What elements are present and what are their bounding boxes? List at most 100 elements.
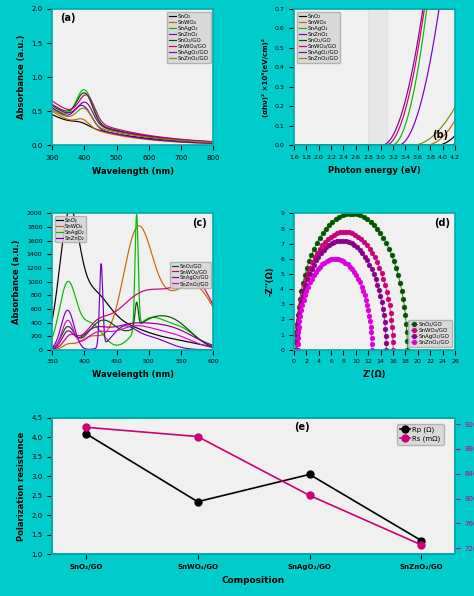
SnWO₄/GO	[388, 309, 393, 316]
SnAgO₂/GO	[388, 135, 393, 142]
SnZnO₂	[122, 322, 128, 330]
Line: SnZnO₂: SnZnO₂	[52, 264, 213, 350]
SnAgO₂/GO	[383, 325, 388, 333]
SnWO₄/GO	[91, 319, 96, 327]
SnAgO₂/GO	[49, 102, 55, 109]
SnAgO₂/GO	[359, 250, 365, 257]
SnZnO₂/GO	[456, 98, 461, 105]
SnWO₄/GO	[390, 346, 396, 353]
SnAgO₂/GO	[383, 346, 389, 353]
SnO₂/GO	[326, 222, 332, 229]
SnWO₄/GO	[340, 228, 346, 235]
SnWO₄	[210, 140, 216, 147]
SnWO₄/GO	[172, 135, 177, 142]
SnAgO₂/GO	[307, 271, 312, 278]
SnAgO₂	[152, 134, 158, 141]
SnO₂/GO	[391, 258, 397, 265]
SnZnO₂/GO	[369, 346, 375, 353]
Line: SnO₂/GO: SnO₂/GO	[52, 93, 213, 142]
SnWO₄/GO	[379, 269, 384, 277]
SnAgO₂/GO	[318, 250, 324, 257]
SnAgO₂/GO	[420, 5, 426, 13]
SnAgO₂/GO	[59, 108, 65, 115]
SnAgO₂	[188, 137, 194, 144]
SnWO₄/GO	[144, 287, 150, 294]
SnO₂/GO	[147, 133, 153, 140]
SnZnO₂/GO	[49, 345, 55, 352]
Line: SnZnO₂/GO: SnZnO₂/GO	[52, 320, 213, 349]
SnZnO₂/GO	[328, 256, 334, 263]
SnZnO₂	[333, 142, 339, 149]
SnZnO₂/GO	[321, 259, 327, 266]
SnO₂/GO	[306, 258, 312, 265]
SnO₂/GO	[323, 225, 328, 232]
SnWO₄/GO	[147, 132, 153, 139]
SnWO₄/GO	[390, 339, 396, 346]
SnZnO₂/GO	[49, 106, 55, 113]
SnAgO₂/GO	[382, 318, 388, 325]
SnWO₄/GO	[303, 275, 309, 283]
SnWO₄/GO	[293, 339, 299, 346]
SnAgO₂/GO	[337, 237, 343, 244]
SnAgO₂	[81, 86, 87, 94]
SnAgO₂/GO	[335, 238, 340, 245]
SnO₂/GO	[81, 89, 87, 97]
Line: SnWO₄/GO: SnWO₄/GO	[294, 229, 395, 352]
SnZnO₂/GO	[152, 135, 158, 142]
SnO₂/GO	[389, 252, 394, 259]
SnZnO₂	[49, 104, 55, 111]
Rp (Ω)	[307, 471, 312, 478]
SnAgO₂/GO	[294, 346, 300, 353]
SnAgO₂/GO	[332, 238, 337, 246]
SnZnO₂	[210, 346, 216, 353]
SnO₂/GO	[401, 295, 406, 302]
SnWO₄	[91, 332, 96, 339]
SnAgO₂/GO	[349, 240, 355, 247]
Rp (Ω)	[195, 498, 201, 505]
Line: SnAgO₂: SnAgO₂	[294, 9, 458, 145]
SnWO₄/GO	[331, 231, 337, 238]
SnAgO₂/GO	[143, 132, 149, 139]
SnO₂/GO	[403, 320, 409, 327]
Rp (Ω)	[83, 430, 89, 437]
X-axis label: Z'(Ω): Z'(Ω)	[363, 370, 386, 379]
SnZnO₂/GO	[295, 346, 301, 353]
SnWO₄/GO	[152, 133, 158, 140]
SnWO₄	[147, 136, 153, 143]
SnAgO₂	[172, 136, 177, 143]
SnAgO₂/GO	[323, 244, 329, 251]
SnWO₄/GO	[381, 275, 386, 283]
SnO₂/GO	[293, 337, 299, 344]
SnO₂/GO	[402, 312, 408, 319]
SnAgO₂/GO	[313, 257, 319, 264]
SnAgO₂	[157, 315, 163, 322]
SnAgO₂	[143, 133, 149, 140]
SnZnO₂/GO	[336, 256, 341, 263]
SnZnO₂/GO	[301, 297, 307, 304]
SnWO₄/GO	[301, 282, 307, 289]
SnO₂/GO	[383, 240, 389, 247]
SnWO₄/GO	[388, 139, 393, 147]
Line: SnAgO₂: SnAgO₂	[52, 90, 213, 142]
SnWO₄	[415, 142, 420, 149]
SnO₂/GO	[399, 287, 405, 294]
SnZnO₂	[145, 332, 150, 339]
SnZnO₂	[365, 142, 371, 149]
SnO₂/GO	[295, 312, 301, 319]
SnAgO₂/GO	[343, 238, 349, 245]
SnWO₄	[152, 136, 158, 144]
Line: SnO₂/GO: SnO₂/GO	[293, 211, 410, 352]
SnO₂	[401, 142, 406, 149]
SnO₂/GO	[371, 222, 377, 229]
SnWO₄/GO	[390, 331, 395, 339]
Line: SnZnO₂/GO: SnZnO₂/GO	[295, 256, 374, 352]
SnAgO₂/GO	[316, 253, 321, 260]
SnAgO₂/GO	[321, 247, 327, 254]
SnAgO₂/GO	[383, 339, 389, 346]
Text: (b): (b)	[432, 130, 448, 140]
SnWO₄/GO	[377, 264, 383, 271]
SnO₂/GO	[171, 315, 177, 322]
Line: SnO₂/GO: SnO₂/GO	[294, 143, 458, 145]
SnO₂/GO	[347, 210, 353, 217]
SnAgO₂/GO	[369, 265, 374, 272]
